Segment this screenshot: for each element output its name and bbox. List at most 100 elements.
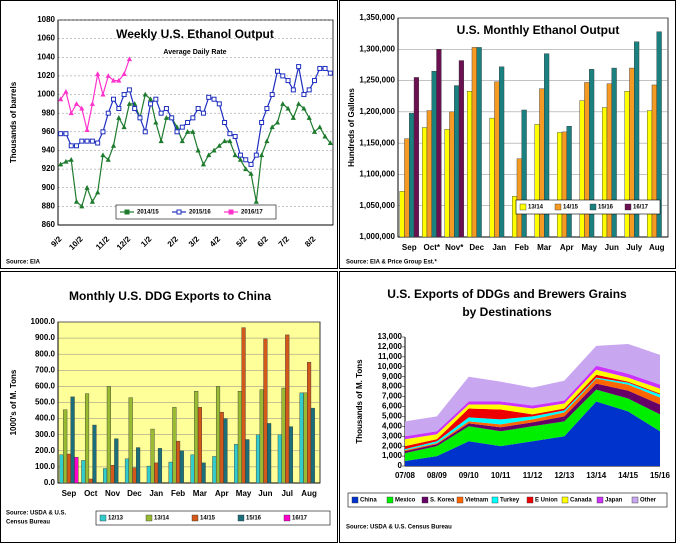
point <box>322 65 328 71</box>
chart-title: U.S. Monthly Ethanol Output <box>457 23 620 37</box>
legend-swatch <box>191 514 199 522</box>
point <box>216 101 222 107</box>
bar <box>179 450 184 484</box>
y-tick-label: 4,000 <box>382 421 403 430</box>
area <box>405 383 660 454</box>
y-tick-label: 1,100,000 <box>359 170 395 179</box>
y-tick-label: 1,200,000 <box>359 107 395 116</box>
point <box>148 101 154 107</box>
point <box>153 96 159 102</box>
point <box>216 142 222 148</box>
bar <box>426 110 432 238</box>
bar <box>219 411 224 484</box>
point <box>211 147 217 153</box>
legend-label: Other <box>640 498 657 504</box>
point <box>259 152 265 158</box>
area <box>405 401 660 466</box>
y-tick-label: 200.0 <box>35 446 56 455</box>
x-tick-label: Nov* <box>445 243 464 252</box>
legend-label: Turkey <box>500 498 520 504</box>
legend-swatch <box>283 514 291 522</box>
bar <box>259 389 264 484</box>
y-tick-label: 700.0 <box>35 365 56 374</box>
point <box>169 115 175 121</box>
point <box>89 101 95 106</box>
x-tick-label: Dec <box>469 243 484 252</box>
bar <box>63 409 68 484</box>
bar <box>106 386 111 484</box>
y-tick-label: 1,350,000 <box>359 13 395 22</box>
legend-label: China <box>360 498 377 504</box>
y-tick-label: 0.0 <box>44 478 56 487</box>
bar <box>458 60 465 238</box>
bar <box>124 458 130 484</box>
point <box>95 140 101 146</box>
legend-swatch <box>526 496 534 504</box>
x-tick-label: Apr <box>215 489 229 498</box>
bar <box>237 391 242 484</box>
chart-title: by Destinations <box>462 305 552 319</box>
point <box>58 96 64 102</box>
legend-swatch <box>554 203 562 211</box>
point <box>110 142 117 148</box>
point <box>301 92 307 98</box>
y-axis-label: 1000's of M. Tons <box>9 369 18 435</box>
bar <box>245 439 250 484</box>
x-tick-label: 09/10 <box>459 471 480 480</box>
y-tick-label: 8,000 <box>382 382 403 391</box>
point <box>290 87 296 93</box>
bar <box>215 386 221 484</box>
legend-label: 2015/16 <box>189 210 211 216</box>
bar <box>466 91 473 238</box>
point <box>264 106 270 112</box>
point <box>105 73 111 78</box>
point <box>206 94 212 100</box>
y-tick-label: 900 <box>42 183 56 192</box>
point <box>243 166 249 172</box>
bar <box>494 81 500 238</box>
point <box>221 138 228 144</box>
point <box>95 71 101 77</box>
point <box>121 92 127 98</box>
x-tick-label: 13/14 <box>586 471 607 480</box>
point <box>227 131 233 137</box>
bar <box>128 397 133 484</box>
bar <box>150 428 155 484</box>
y-tick-label: 10,000 <box>378 362 403 371</box>
area <box>405 374 660 450</box>
bar <box>74 457 79 484</box>
bar <box>194 391 199 484</box>
y-tick-label: 1080 <box>37 15 55 24</box>
point <box>68 143 74 149</box>
point <box>116 77 122 83</box>
bar <box>255 434 261 484</box>
x-tick-label: 10/11 <box>491 471 511 480</box>
y-tick-label: 880 <box>42 201 56 210</box>
bar <box>154 462 159 484</box>
bar <box>303 392 308 484</box>
point <box>190 115 196 121</box>
point <box>253 198 259 204</box>
point <box>322 133 328 139</box>
y-tick-label: 7,000 <box>382 392 403 401</box>
bar <box>110 465 115 484</box>
y-tick-label: 1,000 <box>382 451 403 460</box>
point <box>89 198 95 204</box>
legend-swatch <box>228 209 234 215</box>
y-tick-label: 100.0 <box>35 462 56 471</box>
point <box>200 110 206 116</box>
point <box>63 131 69 137</box>
x-tick-label: Jan <box>149 489 163 498</box>
legend-swatch <box>561 496 569 504</box>
legend-swatch <box>456 496 464 504</box>
point <box>259 120 265 125</box>
point <box>132 106 138 112</box>
legend-label: Mexico <box>395 498 416 504</box>
point <box>274 68 280 74</box>
point <box>153 119 159 125</box>
x-tick-label: Mar <box>193 489 207 498</box>
bar <box>172 407 177 484</box>
point <box>269 124 275 130</box>
bar <box>471 47 477 238</box>
bar <box>146 465 151 484</box>
